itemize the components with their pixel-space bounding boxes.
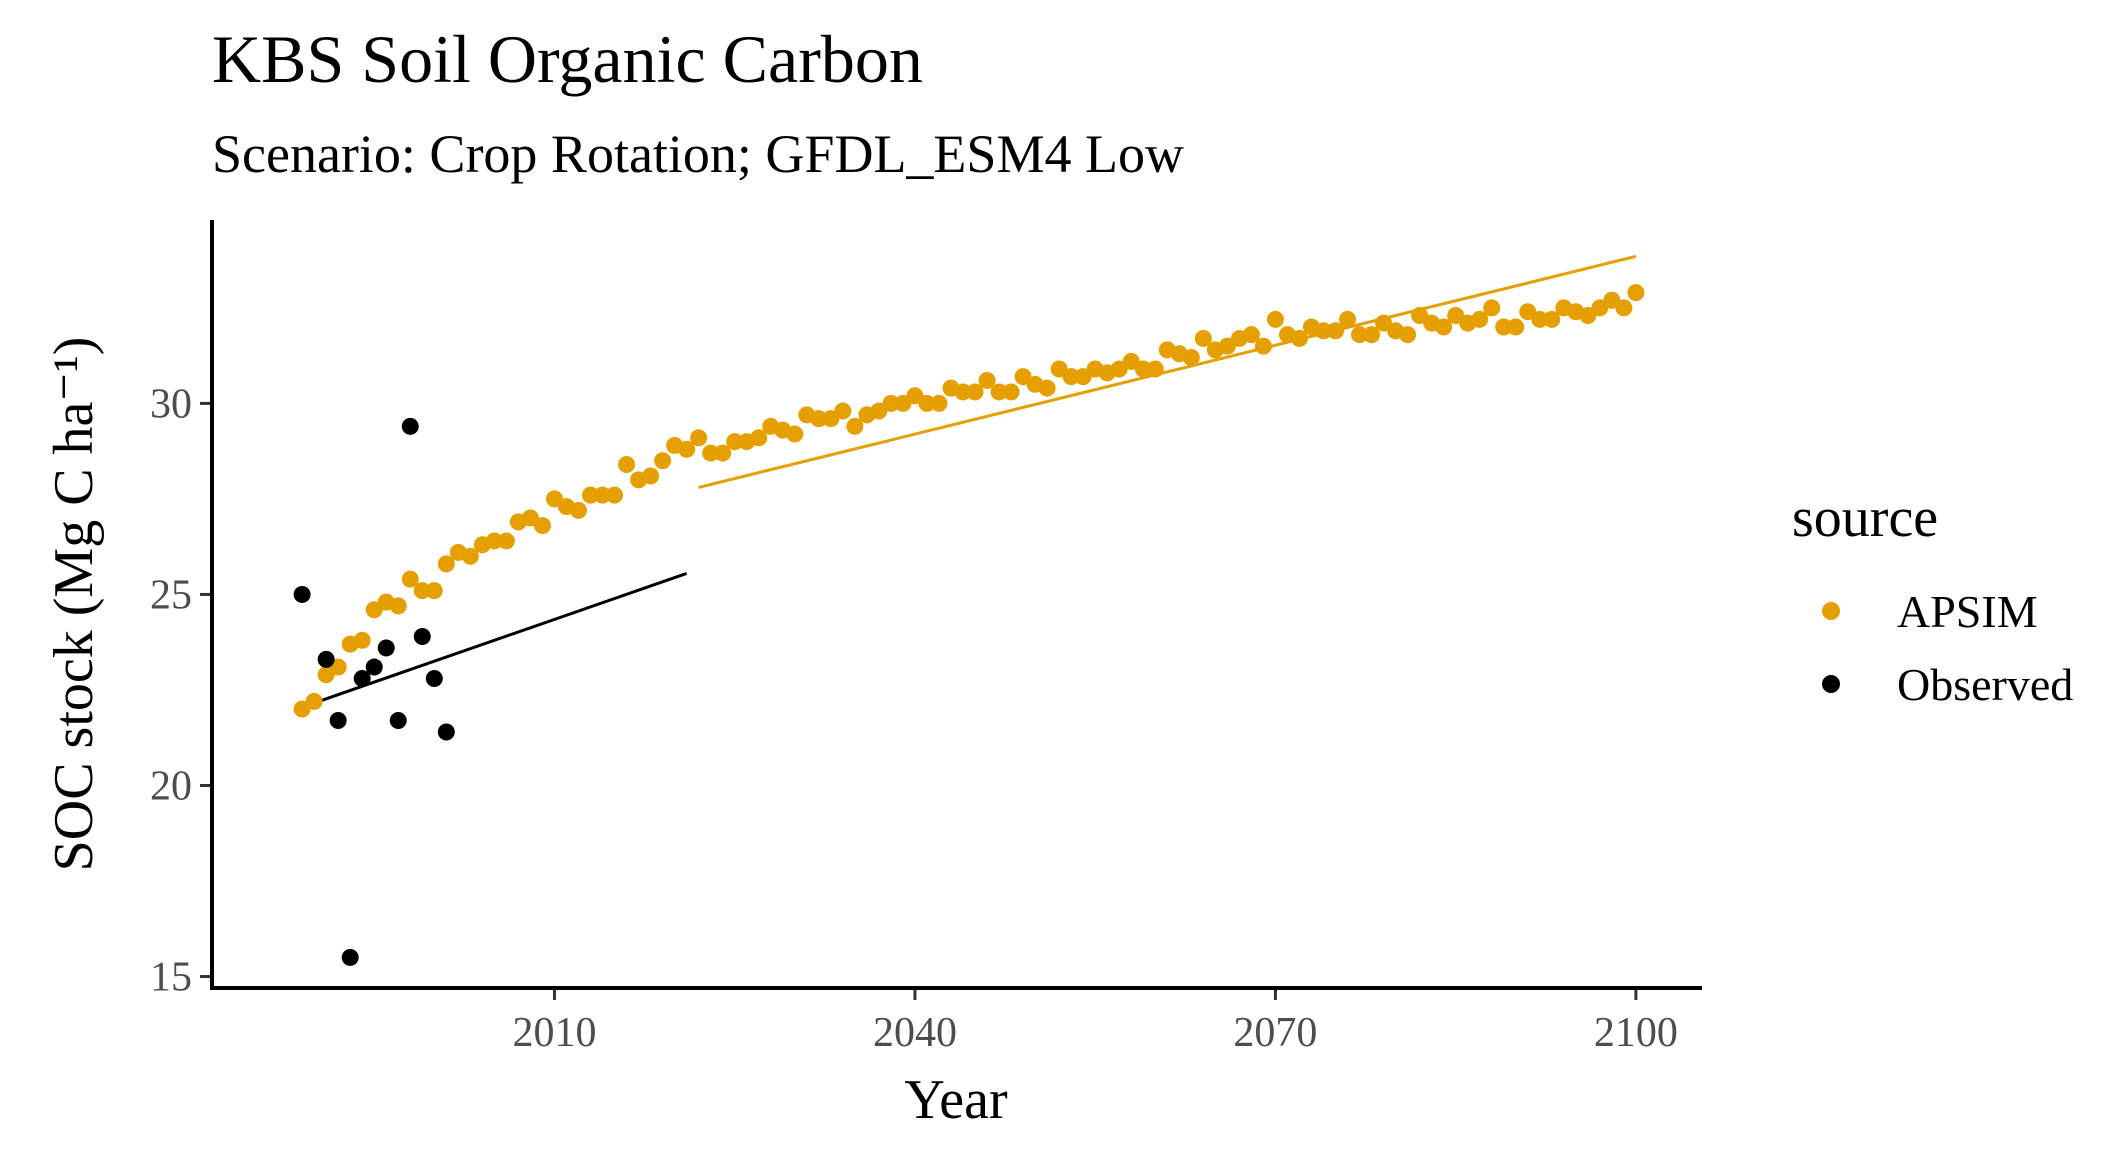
point-apsim-2047: [990, 383, 1008, 401]
point-apsim-2088: [1483, 299, 1501, 317]
point-apsim-2081: [1399, 326, 1417, 344]
plot-area: [293, 254, 1645, 966]
point-apsim-2070: [1266, 310, 1284, 328]
point-apsim-2035: [846, 417, 864, 435]
point-apsim-2016: [618, 456, 636, 474]
point-apsim-2024: [714, 444, 732, 462]
point-apsim-2069: [1254, 337, 1272, 355]
chart-title: KBS Soil Organic Carbon: [212, 21, 923, 97]
x-tick-label-2100: 2100: [1594, 1010, 1678, 1056]
point-observed-1996: [377, 639, 395, 657]
legend: source APSIM Observed: [1792, 487, 2073, 710]
point-apsim-1997: [389, 597, 407, 615]
x-tick-label-2040: 2040: [873, 1010, 957, 1056]
x-tick-label-2070: 2070: [1233, 1010, 1317, 1056]
point-observed-1991: [317, 650, 335, 668]
point-apsim-2089: [1495, 318, 1513, 336]
point-observed-1995: [365, 658, 383, 676]
point-apsim-2001: [437, 555, 455, 573]
point-apsim-2090: [1507, 318, 1525, 336]
point-apsim-2068: [1242, 326, 1260, 344]
point-observed-1999: [413, 627, 431, 645]
point-observed-1994: [353, 670, 371, 688]
point-apsim-2013: [582, 486, 600, 504]
point-apsim-2093: [1543, 310, 1561, 328]
point-apsim-2053: [1062, 368, 1080, 386]
point-apsim-2038: [882, 394, 900, 412]
point-apsim-2041: [918, 394, 936, 412]
point-apsim-2087: [1471, 310, 1489, 328]
point-observed-1997: [389, 712, 407, 730]
point-apsim-2072: [1290, 329, 1308, 347]
series-observed: [293, 417, 455, 966]
point-apsim-2078: [1363, 326, 1381, 344]
point-apsim-2005: [485, 532, 503, 550]
point-apsim-2012: [569, 501, 587, 519]
point-apsim-2084: [1435, 318, 1453, 336]
y-axis-title: SOC stock (Mg C ha⁻¹): [43, 337, 105, 872]
point-apsim-2032: [810, 410, 828, 428]
point-apsim-2046: [978, 371, 996, 389]
point-observed-2001: [437, 723, 455, 741]
point-apsim-2075: [1327, 322, 1345, 340]
x-axis-title: Year: [904, 1069, 1008, 1131]
point-apsim-2074: [1314, 322, 1332, 340]
point-apsim-2019: [654, 452, 672, 470]
chart-subtitle: Scenario: Crop Rotation; GFDL_ESM4 Low: [212, 124, 1184, 184]
point-apsim-2059: [1134, 360, 1152, 378]
point-apsim-2009: [533, 517, 551, 535]
point-apsim-2045: [966, 383, 984, 401]
x-tick-label-2010: 2010: [512, 1010, 596, 1056]
legend-key-observed: [1822, 675, 1840, 693]
point-apsim-2015: [606, 486, 624, 504]
point-apsim-2022: [690, 429, 708, 447]
point-apsim-2063: [1182, 349, 1200, 367]
point-apsim-2030: [786, 425, 804, 443]
point-apsim-1994: [353, 631, 371, 649]
y-tick-label-25: 25: [150, 572, 192, 618]
legend-label-apsim: APSIM: [1897, 586, 2038, 637]
point-apsim-2064: [1194, 329, 1212, 347]
point-apsim-2092: [1531, 310, 1549, 328]
point-apsim-2003: [461, 547, 479, 565]
point-apsim-2034: [834, 402, 852, 420]
y-tick-label-15: 15: [150, 955, 192, 1001]
point-apsim-2018: [642, 467, 660, 485]
point-apsim-2099: [1615, 299, 1633, 317]
point-apsim-1998: [401, 570, 419, 588]
point-apsim-2077: [1351, 326, 1369, 344]
point-observed-1998: [401, 417, 419, 435]
y-tick-label-30: 30: [150, 381, 192, 427]
legend-title: source: [1792, 487, 1938, 549]
point-apsim-2014: [594, 486, 612, 504]
point-apsim-2048: [1002, 383, 1020, 401]
point-apsim-2044: [954, 383, 972, 401]
point-apsim-2023: [702, 444, 720, 462]
point-observed-1993: [341, 948, 359, 966]
point-apsim-2006: [497, 532, 515, 550]
series-apsim: [293, 284, 1645, 718]
point-apsim-2000: [425, 582, 443, 600]
y-axis-ticks: 15 20 25 30: [150, 381, 210, 1001]
point-apsim-2021: [678, 440, 696, 458]
trendline-apsim: [698, 254, 1637, 489]
point-apsim-2025: [726, 433, 744, 451]
point-apsim-2060: [1146, 360, 1164, 378]
legend-key-apsim: [1822, 602, 1840, 620]
point-observed-1992: [329, 712, 347, 730]
x-axis-ticks: 2010 2040 2070 2100: [512, 990, 1678, 1056]
point-apsim-1999: [413, 582, 431, 600]
point-apsim-2076: [1339, 310, 1357, 328]
point-apsim-2100: [1627, 284, 1645, 302]
point-observed-1989: [293, 585, 311, 603]
point-apsim-2027: [750, 429, 768, 447]
point-apsim-2051: [1038, 379, 1056, 397]
point-apsim-2042: [930, 394, 948, 412]
point-observed-2000: [425, 670, 443, 688]
point-apsim-1990: [305, 692, 323, 710]
legend-label-observed: Observed: [1897, 659, 2073, 710]
y-tick-label-20: 20: [150, 763, 192, 809]
